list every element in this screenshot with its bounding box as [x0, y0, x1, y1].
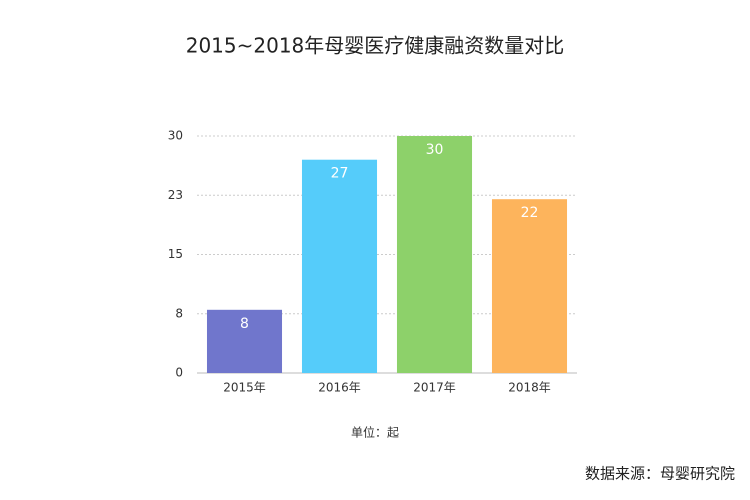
x-tick-label: 2015年: [223, 381, 266, 395]
x-tick-label: 2018年: [508, 381, 551, 395]
y-tick-label: 0: [175, 366, 183, 380]
y-tick-label: 23: [168, 188, 183, 202]
y-tick-label: 15: [168, 247, 183, 261]
data-label: 30: [426, 142, 444, 158]
x-tick-label: 2017年: [413, 381, 456, 395]
data-label: 27: [331, 166, 349, 182]
data-label: 22: [521, 205, 539, 221]
bar: [301, 159, 378, 373]
bar: [206, 309, 283, 373]
bar: [491, 199, 568, 373]
bar: [396, 136, 473, 373]
y-tick-label: 30: [168, 129, 183, 143]
y-tick-label: 8: [175, 306, 183, 320]
data-label: 8: [240, 316, 249, 332]
source-note: 数据来源：母婴研究院: [585, 465, 735, 483]
chart-title: 2015~2018年母婴医疗健康融资数量对比: [186, 34, 565, 58]
x-tick-label: 2016年: [318, 381, 361, 395]
unit-note: 单位：起: [351, 425, 399, 440]
